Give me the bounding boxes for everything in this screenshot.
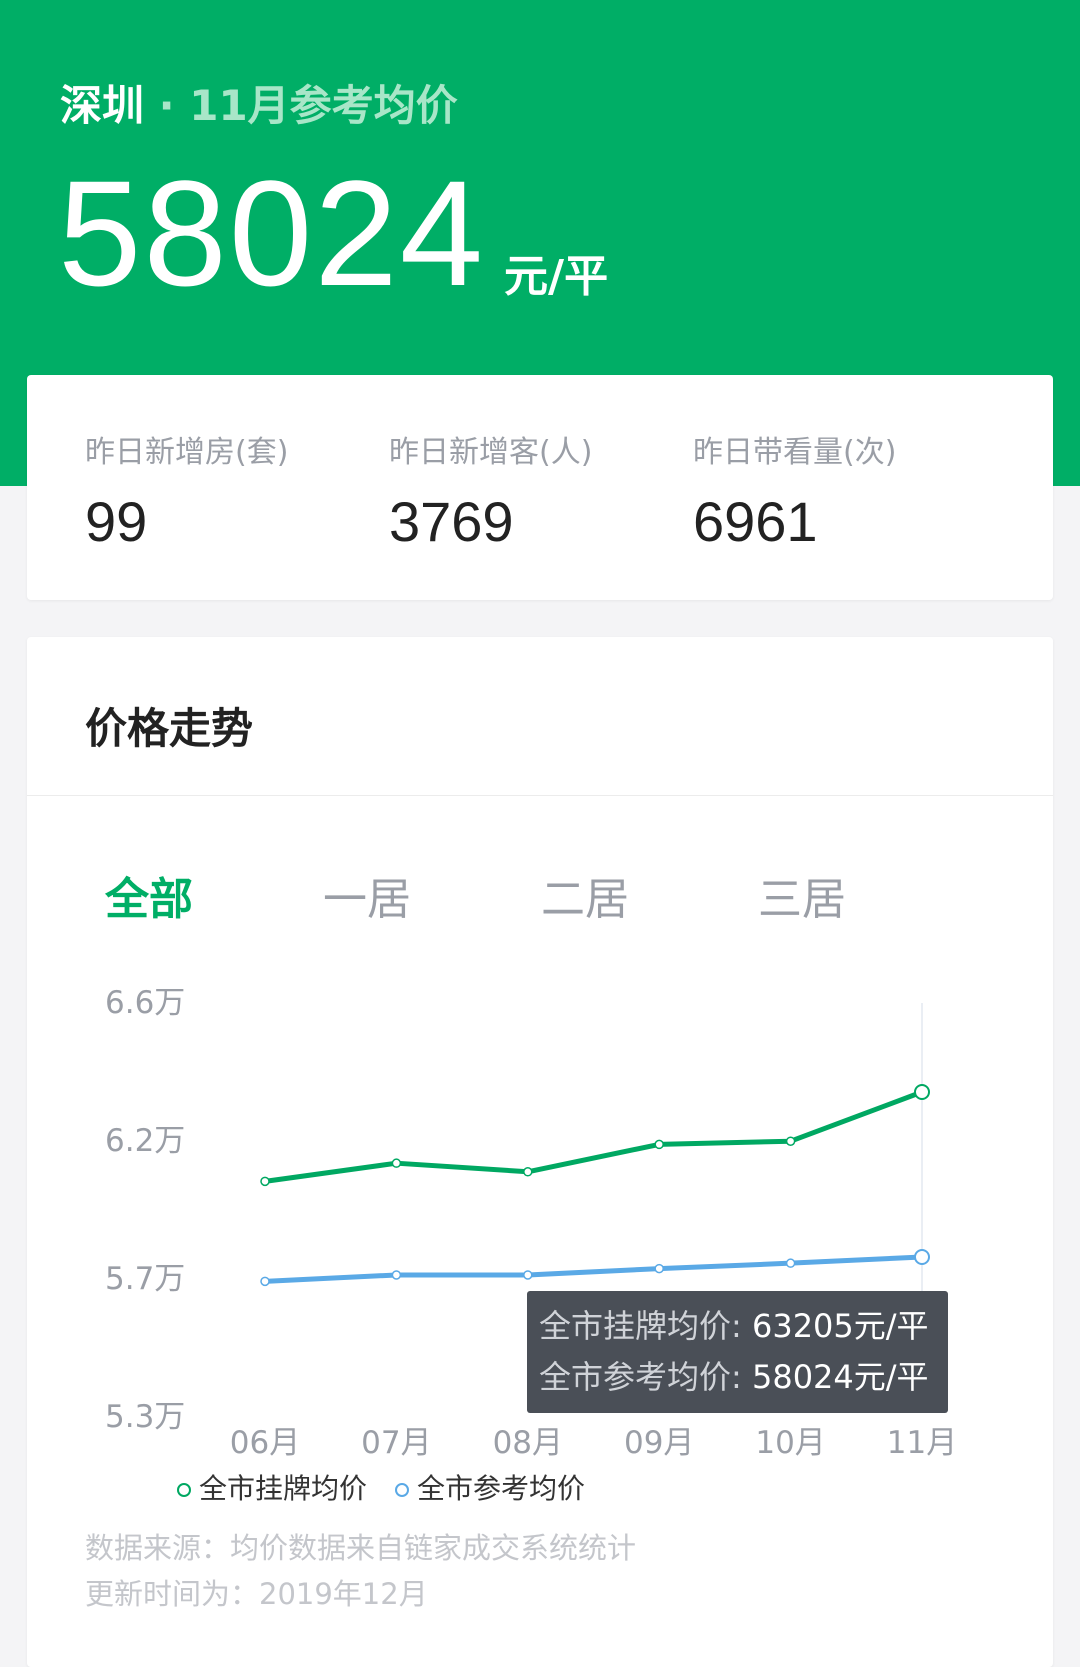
tab-one-bedroom[interactable]: 一居 (323, 874, 411, 925)
price-unit: 元/平 (504, 251, 609, 302)
data-point (654, 1263, 664, 1274)
series-line-0 (264, 1089, 923, 1184)
data-point (785, 1258, 796, 1268)
data-point (654, 1139, 664, 1150)
update-time: 更新时间为：2019年12月 (85, 1577, 428, 1611)
tooltip-key: 全市参考均价: (539, 1358, 742, 1396)
stat-viewings: 昨日带看量(次) 6961 (693, 427, 896, 554)
stat-new-clients: 昨日新增客(人) 3769 (389, 427, 592, 554)
legend-label: 全市参考均价 (417, 1472, 586, 1505)
price-chart[interactable]: 5.3万 5.7万 6.2万 6.6万 06月 07月 08月 09月 10月 11月 (27, 637, 1053, 1457)
separator: · (158, 81, 175, 130)
section-title: 价格走势 (85, 704, 254, 753)
tab-all[interactable]: 全部 (105, 874, 193, 925)
x-tick-label: 10月 (755, 1425, 825, 1457)
x-tick-label: 08月 (493, 1425, 563, 1457)
data-point (523, 1270, 533, 1280)
stat-label: 昨日带看量(次) (693, 435, 897, 470)
tab-two-bedroom[interactable]: 二居 (541, 874, 629, 925)
city-name[interactable]: 深圳 (60, 81, 145, 130)
data-source: 数据来源：均价数据来自链家成交系统统计 (85, 1531, 637, 1565)
x-tick-label: 07月 (361, 1425, 431, 1457)
data-point (391, 1270, 402, 1280)
chart-tooltip: 全市挂牌均价: 63205元/平 全市参考均价: 58024元/平 (527, 1291, 948, 1413)
divider (27, 795, 1053, 796)
y-tick-label: 6.2万 (105, 1123, 185, 1159)
x-tick-label: 09月 (624, 1425, 694, 1457)
y-tick-label: 5.7万 (105, 1261, 185, 1297)
stat-value: 3769 (389, 490, 514, 553)
stat-value: 99 (85, 490, 148, 553)
average-price: 58024 (58, 149, 486, 317)
stat-new-houses: 昨日新增房(套) 99 (85, 427, 288, 554)
data-point (914, 1084, 930, 1101)
legend-item-listing[interactable]: 全市挂牌均价 (177, 1467, 367, 1507)
stat-label: 昨日新增客(人) (389, 435, 593, 470)
stat-value: 6961 (693, 490, 818, 553)
data-point (391, 1158, 402, 1168)
tooltip-value: 63205元/平 (751, 1307, 929, 1345)
data-point (260, 1276, 270, 1287)
legend-label: 全市挂牌均价 (199, 1472, 368, 1505)
tooltip-value: 58024元/平 (751, 1358, 929, 1396)
y-tick-label: 6.6万 (105, 985, 185, 1021)
tab-three-bedroom[interactable]: 三居 (758, 874, 846, 925)
city-title: 深圳 · 11月参考均价 (60, 72, 458, 133)
price-trend-card: 价格走势 全部 一居 二居 三居 5.3万 5.7万 6.2万 6.6万 06月 07月 0… (27, 637, 1053, 1667)
stat-label: 昨日新增房(套) (85, 435, 289, 470)
data-point (914, 1249, 930, 1266)
chart-legend: 全市挂牌均价 全市参考均价 (177, 1467, 585, 1507)
y-tick-label: 5.3万 (105, 1399, 185, 1435)
x-tick-label: 11月 (887, 1425, 957, 1457)
month-subtitle: 11月参考均价 (189, 81, 458, 130)
legend-item-reference[interactable]: 全市参考均价 (395, 1467, 585, 1507)
series-line-1 (264, 1254, 923, 1284)
x-tick-label: 06月 (230, 1425, 300, 1457)
data-point (260, 1176, 270, 1187)
data-point (523, 1167, 533, 1177)
tooltip-key: 全市挂牌均价: (539, 1307, 742, 1345)
stats-card: 昨日新增房(套) 99 昨日新增客(人) 3769 昨日带看量(次) 6961 (27, 375, 1053, 600)
legend-marker-icon (177, 1483, 191, 1497)
legend-marker-icon (395, 1483, 410, 1497)
data-point (785, 1136, 796, 1146)
